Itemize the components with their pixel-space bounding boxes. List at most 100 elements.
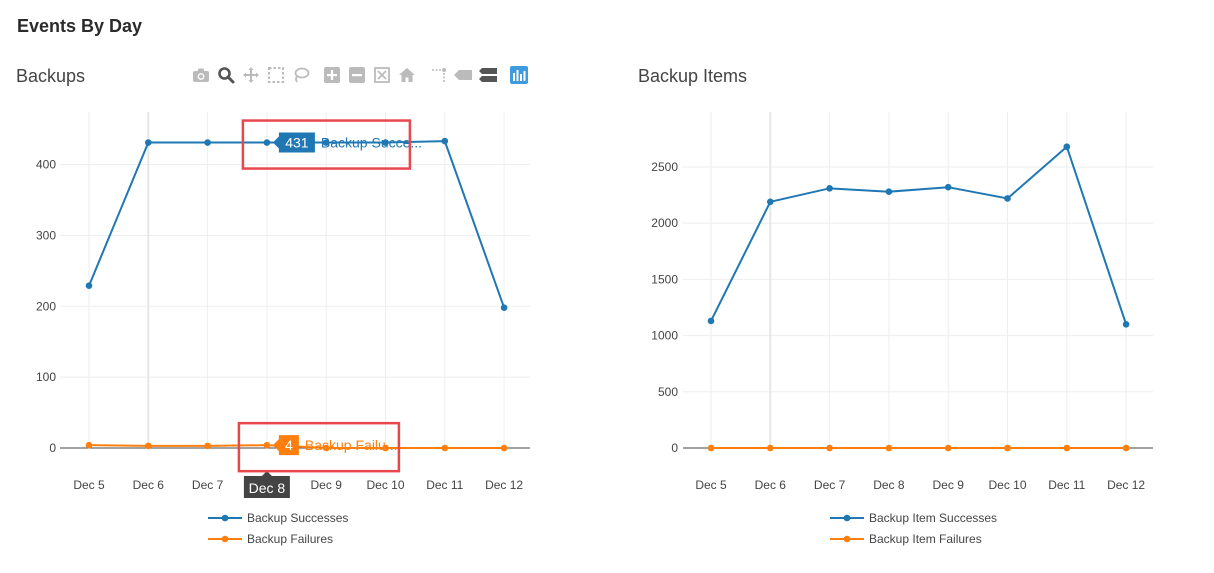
y-tick-label: 300: [36, 228, 56, 242]
y-tick-label: 100: [36, 370, 56, 384]
data-point: [85, 282, 93, 290]
hover-x-label: Dec 8: [243, 471, 290, 498]
data-point: [1004, 444, 1011, 452]
hover-x-box: [243, 471, 290, 498]
data-point: [441, 137, 449, 145]
page-title: Events By Day: [17, 16, 143, 36]
data-point: [204, 442, 211, 450]
y-tick-label: 2000: [651, 216, 678, 230]
backups-chart: 0 100 200 300 400 Dec 5 Dec 6 Dec 7 Dec 9 Dec 10 D…: [36, 112, 530, 546]
legend-label: Backup Failures: [247, 532, 333, 546]
reset-axes-icon[interactable]: [396, 64, 418, 86]
x-tick-label: Dec 5: [73, 478, 105, 492]
x-tick-label: Dec 7: [814, 478, 846, 492]
camera-icon[interactable]: [190, 64, 212, 86]
data-point: [885, 188, 893, 195]
plotly-logo-icon[interactable]: [508, 64, 530, 86]
legend-label: Backup Item Failures: [869, 532, 982, 546]
legend-label: Backup Successes: [247, 511, 348, 525]
lasso-select-icon[interactable]: [290, 64, 312, 86]
y-tick-label: 2500: [651, 160, 678, 174]
backup-items-chart: 0 500 1000 1500 2000 2500 Dec 5 Dec 6 Dec 7 Dec 8…: [651, 112, 1153, 546]
x-tick-label: Dec 12: [1107, 478, 1145, 492]
hover-value-box: [272, 132, 315, 153]
data-point: [944, 444, 952, 452]
y-tick-label: 0: [671, 441, 678, 455]
data-point: [826, 444, 833, 452]
legend-marker: [843, 514, 851, 522]
highlight-box: [237, 421, 401, 473]
autoscale-icon[interactable]: [371, 64, 393, 86]
data-point: [382, 139, 389, 146]
hover-closest-icon[interactable]: [452, 64, 474, 86]
zoom-icon[interactable]: [215, 64, 237, 86]
x-tick-label: Dec 10: [366, 478, 404, 492]
data-point: [707, 444, 715, 452]
data-point: [263, 441, 271, 449]
x-tick-label: Dec 7: [192, 478, 224, 492]
x-tick-label: Dec 8: [873, 478, 905, 492]
data-point: [767, 444, 774, 452]
x-tick-label: Dec 5: [695, 478, 727, 492]
box-select-icon[interactable]: [265, 64, 287, 86]
hover-name-text: Backup Succe...: [321, 135, 422, 151]
legend-marker: [843, 535, 851, 543]
zoom-in-icon[interactable]: [321, 64, 343, 86]
x-tick-label: Dec 9: [311, 478, 343, 492]
data-point: [1122, 321, 1130, 328]
pan-icon[interactable]: [240, 64, 262, 86]
data-point: [441, 444, 449, 452]
data-point: [1063, 444, 1071, 452]
data-point: [826, 185, 833, 192]
x-tick-label: Dec 9: [933, 478, 965, 492]
data-point: [85, 441, 93, 449]
x-tick-label: Dec 10: [988, 478, 1026, 492]
x-tick-label: Dec 11: [1048, 478, 1085, 492]
y-tick-label: 1500: [651, 272, 678, 286]
data-point: [145, 139, 152, 146]
hover-value-box: [272, 435, 299, 456]
series-line: [710, 144, 1128, 325]
y-tick-label: 0: [49, 441, 56, 455]
x-tick-label: Dec 12: [485, 478, 523, 492]
backup-items-chart-title: Backup Items: [638, 66, 748, 86]
data-point: [382, 444, 389, 452]
data-point: [145, 442, 152, 450]
backups-chart-title: Backups: [16, 66, 86, 86]
data-point: [1063, 143, 1071, 151]
y-tick-label: 1000: [651, 329, 678, 343]
y-tick-label: 200: [36, 299, 56, 313]
data-point: [204, 139, 211, 146]
data-point: [767, 198, 774, 206]
data-point: [500, 304, 508, 311]
hover-value-text: 431: [285, 135, 309, 151]
data-point: [322, 139, 330, 146]
zoom-out-icon[interactable]: [346, 64, 368, 86]
chart-modebar: [190, 64, 533, 86]
x-tick-label: Dec 6: [755, 478, 787, 492]
hover-name-text: Backup Failu...: [305, 437, 398, 453]
x-tick-label: Dec 11: [426, 478, 463, 492]
legend-label: Backup Item Successes: [869, 511, 997, 525]
data-point: [263, 139, 271, 146]
hover-label: 431 Backup Succe...: [241, 119, 422, 170]
spike-lines-icon[interactable]: [427, 64, 449, 86]
hover-label: 4 Backup Failu...: [237, 421, 401, 473]
y-tick-label: 400: [36, 158, 56, 172]
hover-value-text: 4: [285, 437, 293, 453]
data-point: [885, 444, 893, 452]
data-point: [707, 317, 715, 325]
legend-marker: [221, 514, 229, 522]
data-point: [1004, 195, 1011, 202]
highlight-box: [241, 119, 412, 170]
series-line: [88, 140, 506, 309]
hover-compare-icon[interactable]: [477, 64, 499, 86]
data-point: [944, 183, 952, 191]
data-point: [322, 444, 330, 452]
x-tick-label: Dec 6: [133, 478, 165, 492]
legend-marker: [221, 535, 229, 543]
data-point: [500, 444, 508, 452]
y-tick-label: 500: [658, 385, 678, 399]
data-point: [1122, 444, 1130, 452]
